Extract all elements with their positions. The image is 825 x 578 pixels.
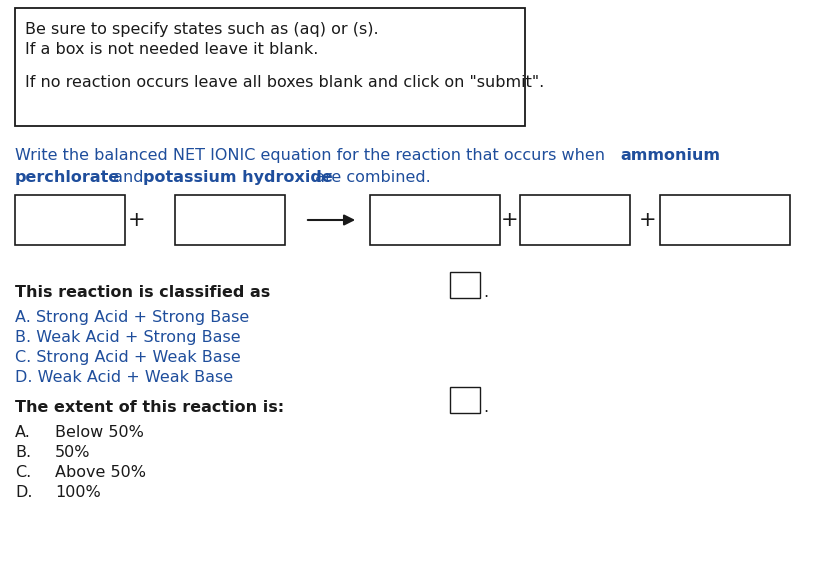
Text: +: +	[639, 210, 657, 230]
Text: are combined.: are combined.	[310, 170, 431, 185]
Text: ammonium: ammonium	[620, 148, 720, 163]
Text: Above 50%: Above 50%	[55, 465, 146, 480]
Text: D.: D.	[15, 485, 32, 500]
Text: +: +	[502, 210, 519, 230]
Text: .: .	[483, 285, 488, 300]
Bar	[175, 195, 285, 245]
Bar	[450, 272, 480, 298]
Text: This reaction is classified as: This reaction is classified as	[15, 285, 271, 300]
Text: .: .	[483, 400, 488, 415]
Text: potassium hydroxide: potassium hydroxide	[143, 170, 332, 185]
Bar	[450, 387, 480, 413]
Text: The extent of this reaction is:: The extent of this reaction is:	[15, 400, 284, 415]
Text: If no reaction occurs leave all boxes blank and click on "submit".: If no reaction occurs leave all boxes bl…	[25, 75, 544, 90]
Text: B.: B.	[15, 445, 31, 460]
Bar	[520, 195, 630, 245]
Text: A. Strong Acid + Strong Base: A. Strong Acid + Strong Base	[15, 310, 249, 325]
Text: and: and	[108, 170, 148, 185]
Bar	[660, 195, 790, 245]
Text: perchlorate: perchlorate	[15, 170, 120, 185]
Bar	[15, 195, 125, 245]
Text: B. Weak Acid + Strong Base: B. Weak Acid + Strong Base	[15, 330, 241, 345]
Text: If a box is not needed leave it blank.: If a box is not needed leave it blank.	[25, 42, 318, 57]
Text: C. Strong Acid + Weak Base: C. Strong Acid + Weak Base	[15, 350, 241, 365]
Text: C.: C.	[15, 465, 31, 480]
Text: +: +	[128, 210, 146, 230]
Bar	[370, 195, 500, 245]
Text: A.: A.	[15, 425, 31, 440]
Text: 100%: 100%	[55, 485, 101, 500]
Text: Write the balanced NET IONIC equation for the reaction that occurs when: Write the balanced NET IONIC equation fo…	[15, 148, 610, 163]
Text: 50%: 50%	[55, 445, 91, 460]
Bar	[15, 8, 525, 126]
Text: Below 50%: Below 50%	[55, 425, 144, 440]
Text: Be sure to specify states such as (aq) or (s).: Be sure to specify states such as (aq) o…	[25, 22, 379, 37]
Text: D. Weak Acid + Weak Base: D. Weak Acid + Weak Base	[15, 370, 233, 385]
